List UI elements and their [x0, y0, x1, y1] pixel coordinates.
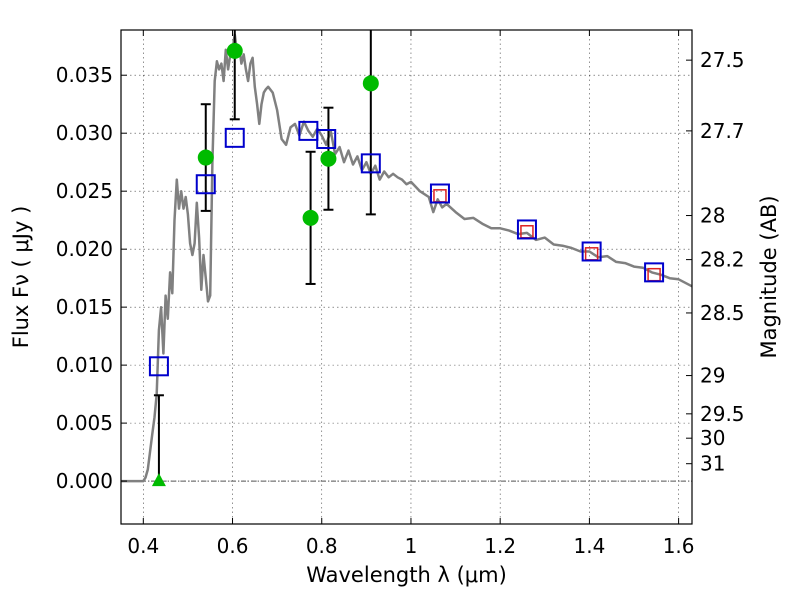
model-square	[516, 219, 537, 240]
x-tick-label: 1	[405, 534, 418, 558]
x-tick-label: 0.8	[306, 534, 338, 558]
gridlines	[121, 30, 692, 524]
y-tick-label: 0.025	[56, 179, 113, 203]
observed-point	[320, 150, 337, 167]
y-tick-label: 0.015	[56, 295, 113, 319]
upper-limit-marker	[151, 473, 166, 487]
observed-point	[302, 209, 319, 226]
x-tick-label: 0.4	[127, 534, 159, 558]
magnitude-tick-label: 28.2	[700, 248, 745, 272]
y-tick-label: 0.020	[56, 237, 113, 261]
template-spectrum-layer	[121, 33, 693, 483]
magnitude-tick-label: 30	[700, 426, 725, 450]
y-tick-label: 0.000	[56, 469, 113, 493]
y-tick-label: 0.005	[56, 411, 113, 435]
model-square	[644, 262, 665, 283]
magnitude-axis-label: Magnitude (AB)	[757, 195, 781, 358]
x-tick-label: 0.6	[217, 534, 249, 558]
model-square	[360, 153, 381, 174]
observed-point	[362, 75, 379, 92]
model-square	[581, 241, 602, 262]
errorbars	[153, 30, 376, 482]
model-square	[148, 356, 169, 377]
magnitude-tick-label: 31	[700, 452, 725, 476]
y-axis-ticks: 0.000 0.005 0.010 0.015 0.020 0.025 0.030 0.035	[56, 63, 127, 493]
magnitude-tick-label: 27.7	[700, 119, 745, 143]
magnitude-tick-label: 29	[700, 364, 725, 388]
observed-point	[226, 42, 243, 59]
model-square	[429, 183, 450, 204]
model-squares	[148, 120, 665, 377]
model-square	[316, 129, 337, 150]
x-tick-label: 1.6	[663, 534, 695, 558]
observed-point	[197, 149, 214, 166]
x-tick-label: 1.2	[484, 534, 516, 558]
magnitude-tick-label: 28.5	[700, 301, 745, 325]
plot-frame	[120, 29, 693, 525]
magnitude-tick-label: 27.5	[700, 48, 745, 72]
magnitude-tick-label: 29.5	[700, 402, 745, 426]
y-tick-label: 0.035	[56, 63, 113, 87]
x-tick-label: 1.4	[573, 534, 605, 558]
y-tick-label: 0.030	[56, 121, 113, 145]
model-square	[195, 174, 216, 195]
x-axis-ticks: 0.4 0.6 0.8 1 1.2 1.4 1.6	[127, 30, 695, 558]
x-axis-label: Wavelength λ (μm)	[306, 563, 507, 587]
model-square	[224, 127, 245, 148]
magnitude-tick-label: 28	[700, 204, 725, 228]
observed-points	[151, 42, 379, 487]
y-axis-label: Flux Fν ( μJy )	[9, 206, 33, 349]
template-spectrum-line	[121, 33, 693, 483]
y-tick-label: 0.010	[56, 353, 113, 377]
